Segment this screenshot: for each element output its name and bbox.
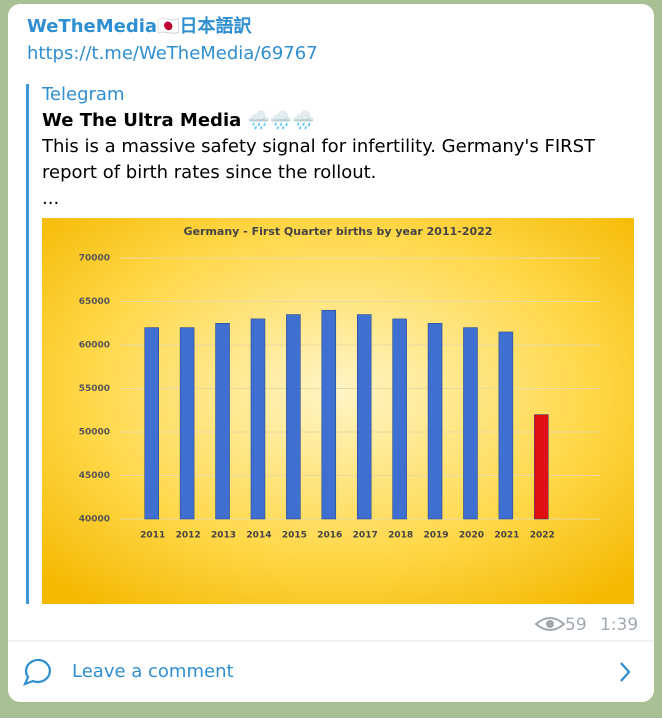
y-tick-label: 55000 bbox=[79, 384, 110, 394]
x-tick-label: 2021 bbox=[494, 531, 519, 541]
bar bbox=[250, 318, 266, 520]
post-text: ... bbox=[42, 188, 59, 209]
x-tick-label: 2019 bbox=[424, 531, 449, 541]
y-tick-label: 50000 bbox=[79, 428, 110, 438]
bar bbox=[498, 331, 514, 520]
x-tick-label: 2018 bbox=[388, 531, 413, 541]
y-tick-label: 65000 bbox=[79, 297, 110, 307]
quote-bar bbox=[26, 84, 29, 604]
comment-label[interactable]: Leave a comment bbox=[72, 661, 234, 682]
x-tick-label: 2015 bbox=[282, 531, 307, 541]
comment-icon bbox=[22, 658, 51, 686]
y-tick-label: 40000 bbox=[79, 515, 110, 525]
bar bbox=[215, 323, 230, 520]
y-tick-label: 45000 bbox=[79, 471, 110, 481]
bar bbox=[286, 314, 301, 520]
bar bbox=[463, 327, 478, 520]
bar bbox=[392, 318, 407, 520]
x-tick-label: 2012 bbox=[176, 531, 201, 541]
chart-background bbox=[42, 218, 634, 604]
comment-button[interactable]: Leave a comment bbox=[22, 658, 631, 686]
source-name[interactable]: Telegram bbox=[41, 84, 124, 105]
y-tick-label: 60000 bbox=[79, 341, 110, 351]
post-link[interactable]: https://t.me/WeTheMedia/69767 bbox=[27, 43, 318, 64]
x-tick-label: 2013 bbox=[211, 531, 236, 541]
x-tick-label: 2016 bbox=[317, 531, 342, 541]
channel-name[interactable]: WeTheMedia🇯🇵日本語訳 bbox=[27, 15, 252, 37]
post-text: This is a massive safety signal for infe… bbox=[41, 136, 596, 157]
author: We The Ultra Media 🌧️🌧️🌧️ bbox=[42, 109, 315, 131]
x-tick-label: 2017 bbox=[353, 531, 378, 541]
x-tick-label: 2011 bbox=[140, 531, 165, 541]
x-tick-label: 2020 bbox=[459, 531, 484, 541]
post-time: 1:39 bbox=[600, 615, 638, 635]
bar bbox=[427, 323, 443, 520]
y-tick-label: 70000 bbox=[79, 254, 110, 264]
bar bbox=[356, 314, 372, 520]
chart-title: Germany - First Quarter births by year 2… bbox=[184, 225, 493, 238]
x-tick-label: 2014 bbox=[246, 531, 271, 541]
post-text: report of birth rates since the rollout. bbox=[42, 162, 376, 183]
views-icon bbox=[534, 617, 566, 631]
bar bbox=[144, 327, 159, 520]
bar bbox=[179, 327, 195, 520]
x-tick-label: 2022 bbox=[530, 531, 555, 541]
views-icon-pupil bbox=[546, 620, 554, 628]
chevron bbox=[620, 662, 631, 682]
bar bbox=[321, 309, 337, 520]
view-count: 59 bbox=[565, 615, 587, 635]
chart-image[interactable]: Germany - First Quarter births by year 2… bbox=[42, 218, 634, 604]
bar bbox=[534, 414, 549, 520]
